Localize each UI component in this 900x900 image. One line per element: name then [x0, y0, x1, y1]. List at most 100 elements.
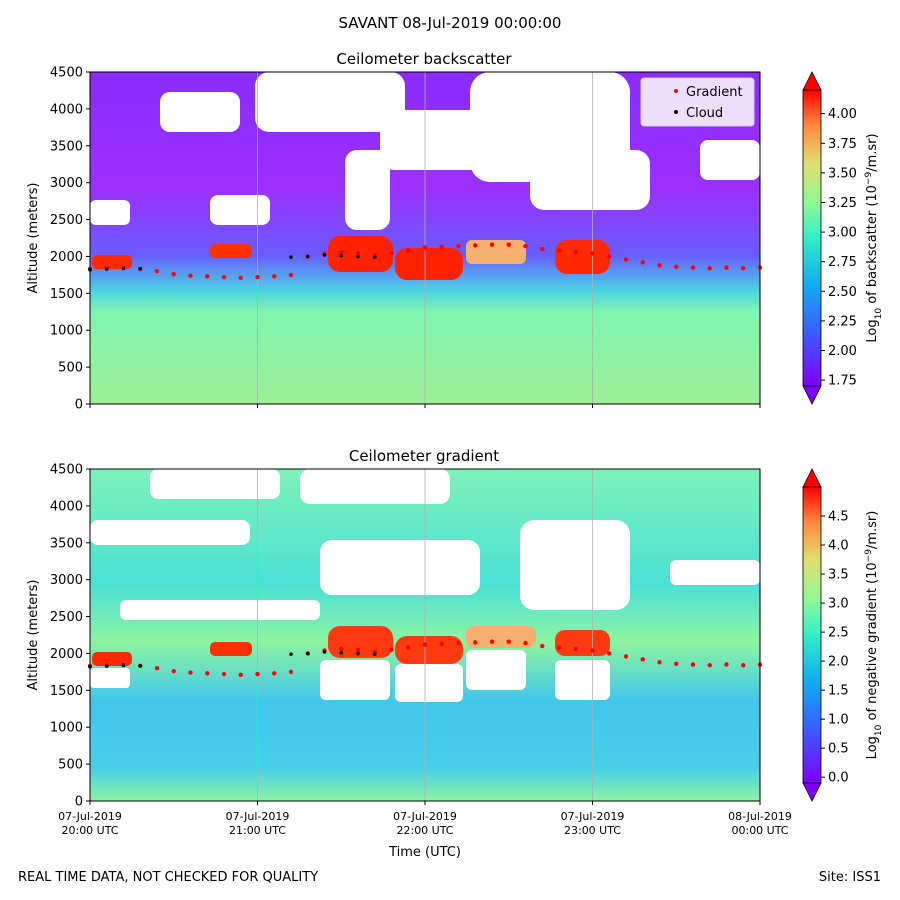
colorbar2-label: Log10 of negative gradient (10−9/m.sr) — [864, 511, 884, 760]
y-tick-label: 2500 — [50, 213, 83, 228]
colorbar2-top-arrow — [802, 468, 822, 488]
gradient-point — [473, 243, 478, 248]
gradient-point — [154, 666, 160, 671]
gradient-point — [205, 274, 210, 279]
gradient-point — [221, 274, 227, 280]
gradient-point — [255, 274, 260, 280]
y-tick-label: 4500 — [50, 66, 83, 81]
cloud-point — [289, 652, 293, 656]
colorbar-tick-label: 3.50 — [828, 166, 857, 181]
x-tick-label-time: 23:00 UTC — [564, 824, 621, 837]
gradient-point — [422, 642, 428, 647]
y-tick-label: 500 — [58, 361, 83, 376]
gradient-point — [339, 646, 344, 652]
cloud-point — [104, 664, 109, 668]
backscatter-y-axis: 0 500 1000 1500 2000 2500 3000 3500 4000 4500 — [50, 66, 90, 413]
y-tick-label: 1000 — [50, 324, 83, 339]
colorbar-tick-label: 3.25 — [828, 196, 857, 211]
gradient-point — [188, 670, 193, 675]
gradient-point — [389, 250, 394, 255]
x-tick-label-date: 07-Jul-2019 — [561, 810, 625, 823]
legend: Gradient Cloud — [640, 77, 755, 127]
gradient-point — [523, 243, 528, 249]
colorbar-tick-label: 2.5 — [828, 626, 849, 641]
y-tick-label: 2500 — [50, 610, 83, 625]
gradient-point — [540, 246, 545, 252]
gradient-plot-area — [87, 469, 763, 801]
x-tick-label-date: 07-Jul-2019 — [393, 810, 457, 823]
gradient-point — [456, 640, 461, 646]
gradient-point — [171, 668, 176, 674]
gradient-point — [439, 641, 444, 647]
cloud-point — [138, 663, 143, 668]
colorbar-tick-label: 0.0 — [828, 771, 849, 786]
legend-marker-gradient — [674, 89, 678, 93]
colorbar1-label: Log10 of backscatter (10−9/m.sr) — [864, 133, 884, 342]
colorbar-tick-label: 1.0 — [828, 713, 849, 728]
y-tick-label: 2000 — [50, 647, 83, 662]
y-tick-label: 4000 — [50, 102, 83, 117]
colorbar-tick-label: 3.5 — [828, 568, 849, 583]
gradient-high-regions — [92, 626, 610, 666]
y-tick-label: 0 — [75, 795, 83, 810]
gradient-point — [255, 671, 260, 677]
gradient-point — [657, 660, 662, 665]
gradient-point — [640, 657, 645, 662]
cloud-point — [322, 253, 327, 257]
x-tick-label-time: 21:00 UTC — [229, 824, 286, 837]
figure-title: SAVANT 08-Jul-2019 00:00:00 — [338, 14, 562, 32]
y-tick-label: 3000 — [50, 573, 83, 588]
x-tick-label-time: 20:00 UTC — [61, 824, 118, 837]
cloud-point — [372, 255, 377, 259]
gradient-no-data-regions — [90, 469, 760, 702]
gradient-point — [389, 647, 394, 652]
gradient-point — [573, 249, 578, 255]
gradient-point — [741, 266, 746, 271]
gradient-point — [506, 242, 511, 247]
colorbar1-ticks: 1.75 2.00 2.25 2.50 2.75 3.00 3.25 3.50 3.75 4.00 — [821, 107, 857, 389]
colorbar-tick-label: 3.00 — [828, 226, 857, 241]
colorbar-tick-label: 2.25 — [828, 314, 857, 329]
y-tick-label: 4000 — [50, 499, 83, 514]
gradient-point — [406, 645, 411, 650]
gradient-point — [489, 639, 495, 644]
gradient-point — [489, 242, 495, 247]
cloud-point — [339, 253, 344, 258]
gradient-point — [238, 275, 243, 281]
cloud-point — [138, 266, 143, 271]
y-tick-label: 4500 — [50, 463, 83, 478]
quality-disclaimer: REAL TIME DATA, NOT CHECKED FOR QUALITY — [18, 870, 319, 885]
y-tick-label: 1500 — [50, 684, 83, 699]
gradient-point — [188, 273, 193, 278]
colorbar1-top-arrow — [802, 71, 822, 91]
backscatter-plot-area: Gradient Cloud — [87, 72, 763, 404]
x-tick-label-date: 07-Jul-2019 — [58, 810, 122, 823]
colorbar2-ticks: 0.0 0.5 1.0 1.5 2.0 2.5 3.0 3.5 4.0 4.5 — [821, 510, 849, 786]
gradient-point — [355, 647, 361, 652]
cloud-point — [356, 651, 360, 656]
colorbar-tick-label: 2.75 — [828, 255, 857, 270]
colorbar-tick-label: 1.5 — [828, 684, 849, 699]
colorbar-tick-label: 0.5 — [828, 742, 849, 757]
colorbar2-bottom-arrow — [802, 782, 822, 802]
legend-label-gradient: Gradient — [686, 85, 743, 100]
gradient-point — [406, 248, 411, 253]
gradient-point — [674, 264, 679, 269]
colorbar-tick-label: 3.0 — [828, 597, 849, 612]
gradient-point — [456, 243, 461, 249]
gradient-point — [674, 661, 679, 666]
legend-box — [640, 77, 755, 127]
cloud-point — [289, 255, 293, 259]
gradient-point — [724, 265, 729, 270]
panel1-ylabel: Altitude (meters) — [26, 183, 41, 294]
panel1-title: Ceilometer backscatter — [336, 50, 512, 68]
gradient-y-axis: 0 500 1000 1500 2000 2500 3000 3500 4000 4500 — [50, 463, 90, 810]
gradient-point — [439, 244, 444, 250]
colorbar-tick-label: 2.0 — [828, 655, 849, 670]
colorbar1-bottom-arrow — [802, 385, 822, 405]
cloud-point — [104, 267, 109, 271]
x-tick-label-date: 07-Jul-2019 — [226, 810, 290, 823]
cloud-point — [322, 650, 327, 654]
backscatter-no-data-regions — [90, 72, 760, 230]
